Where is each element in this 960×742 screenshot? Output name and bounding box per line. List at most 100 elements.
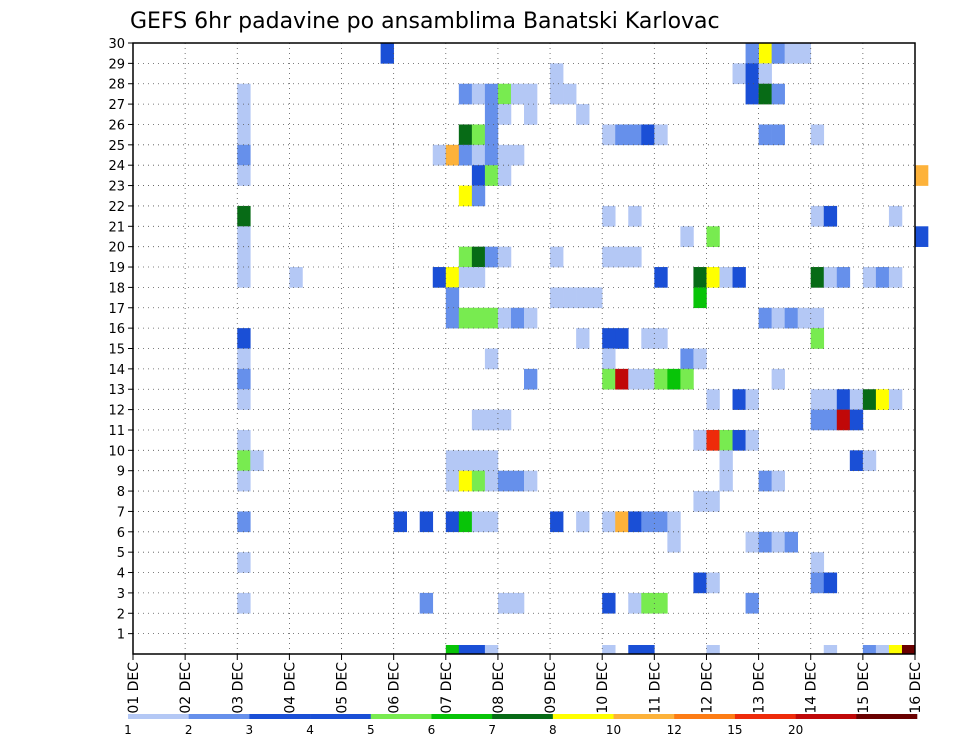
precip-cell bbox=[810, 124, 825, 146]
precip-cell bbox=[497, 409, 512, 431]
precip-cell bbox=[641, 328, 655, 349]
precip-cell bbox=[719, 450, 733, 471]
colorbar-swatch bbox=[310, 714, 372, 719]
y-tick-label: 13 bbox=[108, 383, 125, 398]
precip-cell bbox=[667, 368, 681, 390]
precip-cell bbox=[797, 43, 812, 64]
precip-cell bbox=[823, 572, 838, 594]
y-tick-label: 14 bbox=[108, 363, 125, 378]
precip-cell bbox=[432, 267, 447, 288]
y-tick-label: 19 bbox=[108, 261, 125, 276]
precip-cell bbox=[641, 368, 655, 390]
colorbar: 1 2 3 4 5 6 7 8 10 12 15 20 bbox=[124, 714, 918, 737]
precip-cell bbox=[693, 572, 707, 594]
precip-cell bbox=[628, 511, 642, 533]
precip-cell bbox=[471, 83, 486, 105]
precip-cell bbox=[524, 104, 538, 125]
precip-cell bbox=[667, 511, 681, 533]
x-tick-label: 15 DEC bbox=[856, 662, 872, 714]
y-axis-ticks: 1234567891011121314151617181920212223242… bbox=[108, 37, 133, 643]
precip-cell bbox=[237, 144, 251, 166]
precip-cell bbox=[576, 328, 590, 349]
colorbar-label: 8 bbox=[549, 723, 557, 737]
precip-cell bbox=[237, 226, 251, 247]
precip-cell bbox=[419, 511, 434, 533]
colorbar-swatch bbox=[795, 714, 857, 719]
precip-cell bbox=[615, 124, 629, 146]
precip-cell bbox=[484, 144, 499, 166]
y-tick-label: 4 bbox=[117, 567, 125, 582]
precip-cell bbox=[602, 205, 616, 227]
precip-cell bbox=[237, 511, 251, 533]
colorbar-swatch bbox=[249, 714, 311, 719]
precip-cell bbox=[810, 552, 825, 573]
y-tick-label: 16 bbox=[108, 322, 125, 337]
precip-cell bbox=[628, 124, 642, 146]
precip-cell bbox=[237, 124, 251, 146]
precip-cell bbox=[510, 307, 525, 329]
precip-cell bbox=[771, 43, 785, 64]
precip-cell bbox=[615, 246, 629, 268]
precip-cell bbox=[289, 267, 303, 288]
precip-cell bbox=[706, 429, 720, 451]
precip-cell bbox=[654, 328, 668, 349]
precip-cell bbox=[862, 450, 877, 471]
precip-cell bbox=[237, 246, 251, 268]
precip-cell bbox=[497, 246, 512, 268]
colorbar-label: 12 bbox=[667, 723, 682, 737]
precip-cell bbox=[745, 63, 759, 85]
precip-cell bbox=[732, 429, 746, 451]
precip-cell bbox=[706, 226, 720, 247]
precip-cell bbox=[497, 470, 512, 492]
precip-cell bbox=[458, 124, 473, 146]
precip-cell bbox=[810, 389, 825, 410]
precip-cell bbox=[602, 368, 616, 390]
precip-cell bbox=[615, 368, 629, 390]
x-tick-label: 03 DEC bbox=[230, 662, 246, 714]
y-tick-label: 22 bbox=[108, 200, 125, 215]
precip-cell bbox=[445, 450, 460, 471]
precip-cell bbox=[641, 124, 655, 146]
precip-cell bbox=[797, 307, 812, 329]
precip-cell bbox=[497, 144, 512, 166]
colorbar-label: 2 bbox=[185, 723, 193, 737]
precip-cell bbox=[484, 470, 499, 492]
precip-cell bbox=[810, 307, 825, 329]
precip-cell-bottom bbox=[445, 645, 460, 654]
precip-cell bbox=[888, 389, 903, 410]
precip-cell bbox=[628, 246, 642, 268]
precip-cell bbox=[784, 307, 798, 329]
precip-cell-bottom bbox=[471, 645, 486, 654]
colorbar-label: 4 bbox=[306, 723, 314, 737]
precip-cell bbox=[237, 165, 251, 186]
precip-cell-bottom bbox=[602, 645, 616, 654]
precip-cell bbox=[563, 83, 577, 105]
precip-cell bbox=[602, 511, 616, 533]
colorbar-swatch bbox=[128, 714, 189, 719]
precip-cell bbox=[771, 470, 785, 492]
precip-cell-bottom bbox=[628, 645, 642, 654]
grid-lines bbox=[133, 43, 915, 654]
y-tick-label: 21 bbox=[108, 220, 125, 235]
precip-cell bbox=[784, 531, 798, 553]
precip-cell bbox=[836, 389, 851, 410]
precip-cell-bottom bbox=[484, 645, 499, 654]
precip-cell bbox=[680, 226, 694, 247]
precip-cell bbox=[445, 287, 460, 309]
colorbar-label: 5 bbox=[367, 723, 375, 737]
precip-cell bbox=[393, 511, 407, 533]
y-tick-label: 9 bbox=[117, 465, 125, 480]
precip-cell bbox=[510, 470, 525, 492]
precip-cell-bottom bbox=[823, 645, 838, 654]
precip-cell bbox=[576, 511, 590, 533]
precip-cell bbox=[471, 511, 486, 533]
colorbar-label: 3 bbox=[246, 723, 254, 737]
precip-cell bbox=[915, 165, 929, 186]
precip-cell bbox=[680, 348, 694, 370]
y-tick-label: 18 bbox=[108, 281, 125, 296]
precip-cell bbox=[719, 429, 733, 451]
precip-cell bbox=[471, 246, 486, 268]
precip-cell bbox=[810, 328, 825, 349]
y-tick-label: 24 bbox=[108, 159, 125, 174]
precip-cell bbox=[823, 409, 838, 431]
